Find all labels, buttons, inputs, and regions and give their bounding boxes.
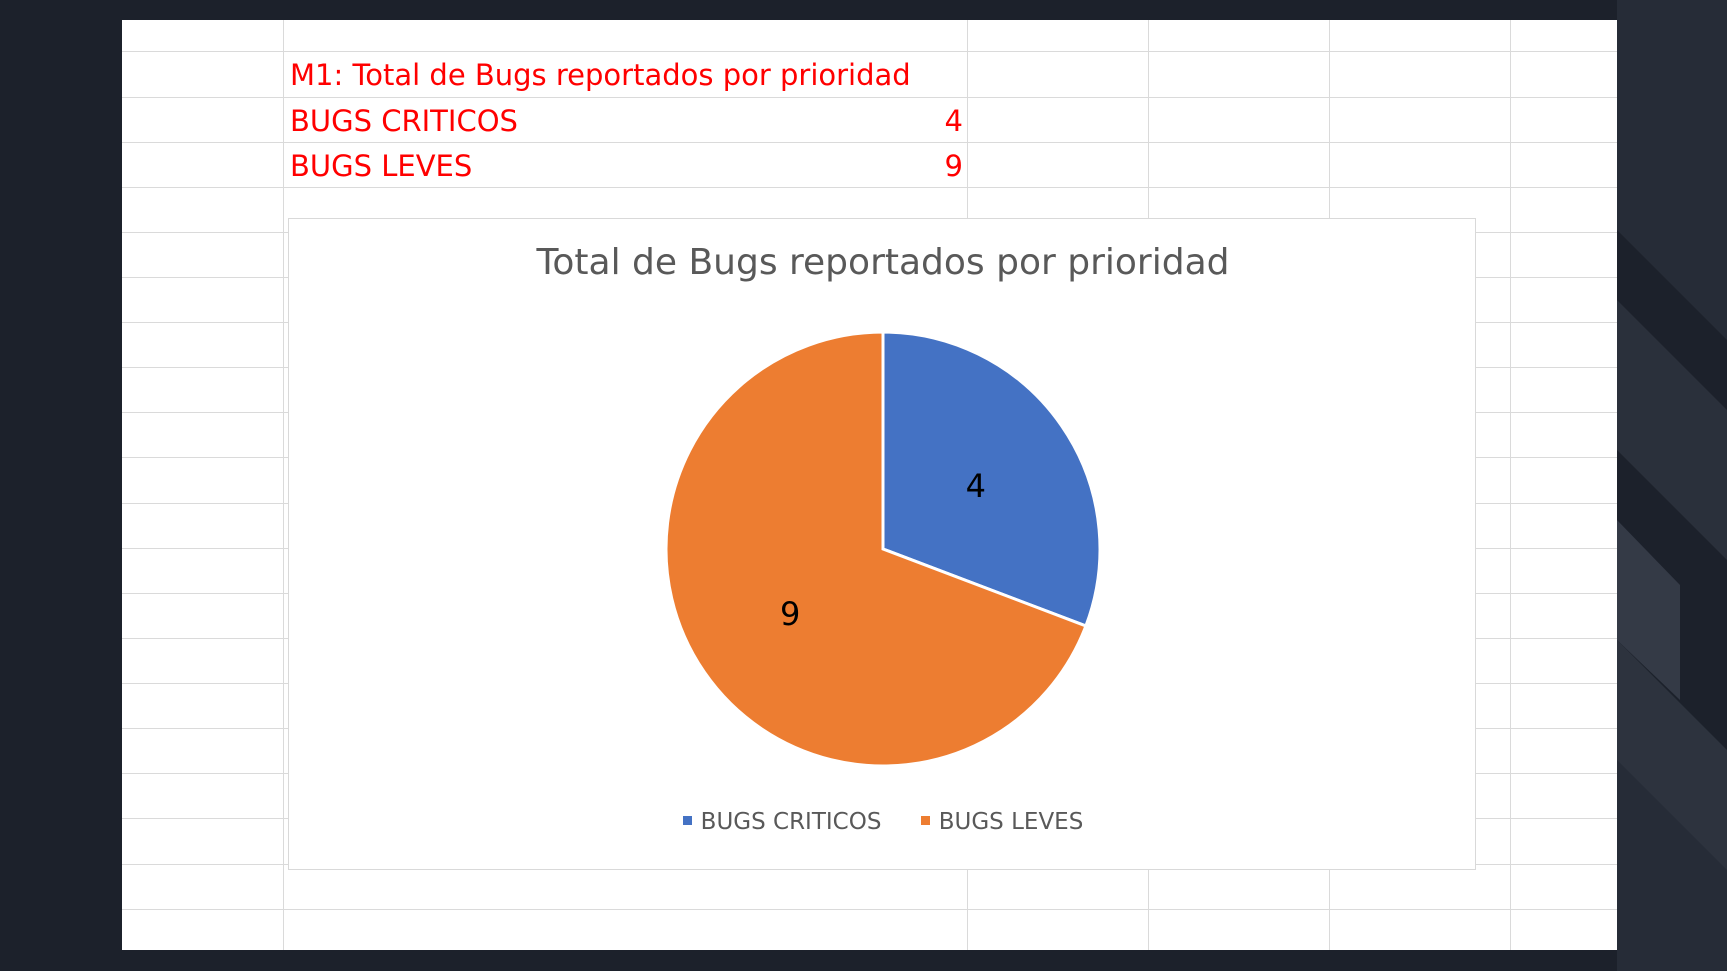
spreadsheet: M1: Total de Bugs reportados por priorid… [122,20,1617,950]
grid-line [122,142,1617,143]
table-title[interactable]: M1: Total de Bugs reportados por priorid… [290,58,911,92]
grid-line [283,20,284,950]
pie-chart[interactable]: Total de Bugs reportados por prioridad 4… [288,218,1476,870]
grid-line [1510,20,1511,950]
chart-title: Total de Bugs reportados por prioridad [536,242,1230,283]
pie-chart-plot: 49 [664,330,1102,768]
legend-item-minor: BUGS LEVES [920,807,1084,837]
row-value-critical[interactable]: 4 [944,104,963,138]
row-value-minor[interactable]: 9 [944,149,963,183]
data-label-critical: 4 [966,467,986,505]
legend-swatch-critical [682,816,692,825]
grid-line [122,51,1617,52]
grid-line [122,909,1617,910]
legend-label-critical: BUGS CRITICOS [700,809,882,835]
legend-swatch-minor [920,816,930,825]
pie-slice-critical[interactable] [881,330,1102,628]
chart-legend: BUGS CRITICOS BUGS LEVES [289,807,1477,837]
legend-label-minor: BUGS LEVES [938,809,1084,835]
row-label-critical[interactable]: BUGS CRITICOS [290,104,518,138]
grid-line [122,187,1617,188]
row-label-minor[interactable]: BUGS LEVES [290,149,473,183]
data-label-minor: 9 [780,595,800,633]
grid-line [122,97,1617,98]
legend-item-critical: BUGS CRITICOS [682,807,882,837]
pie-slice-minor[interactable] [664,330,1088,768]
